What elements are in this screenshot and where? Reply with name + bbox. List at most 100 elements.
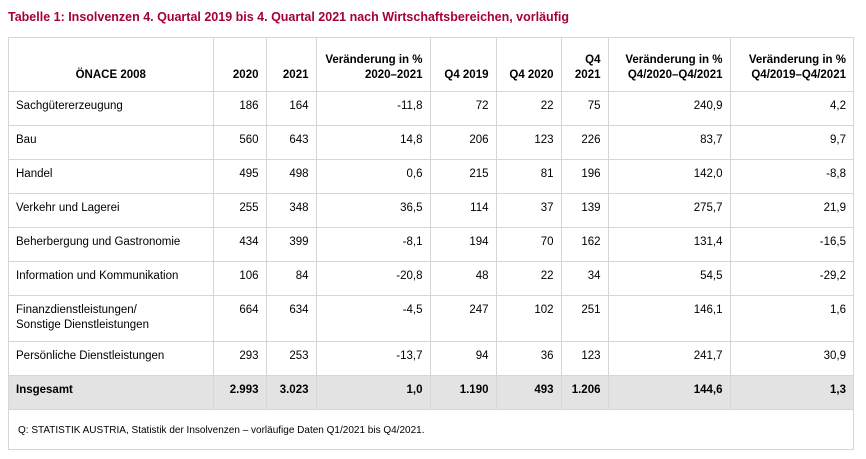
cell-change-q4-2020: 83,7 <box>608 125 731 160</box>
cell-q4-2020: 22 <box>496 91 562 126</box>
cell-change-q4-2020: 240,9 <box>608 91 731 126</box>
cell-2021: 164 <box>266 91 317 126</box>
col-header-change-year: Veränderung in % 2020–2021 <box>316 38 431 92</box>
cell-change-q4-2019: 1,3 <box>730 375 853 410</box>
cell-change-q4-2019: -29,2 <box>730 261 853 296</box>
cell-2020: 664 <box>213 295 267 342</box>
cell-sector: Verkehr und Lagerei <box>9 193 214 228</box>
col-header-q4-2020: Q4 2020 <box>496 38 562 92</box>
col-header-sector: ÖNACE 2008 <box>9 38 214 92</box>
cell-change-q4-2020: 142,0 <box>608 159 731 194</box>
cell-q4-2019: 1.190 <box>430 375 497 410</box>
cell-sector: Insgesamt <box>9 375 214 410</box>
header-row: ÖNACE 2008 2020 2021 Veränderung in % 202… <box>9 38 853 92</box>
cell-sector: Beherbergung und Gastronomie <box>9 227 214 262</box>
cell-q4-2019: 94 <box>430 341 497 376</box>
cell-change-q4-2019: 21,9 <box>730 193 853 228</box>
cell-q4-2019: 206 <box>430 125 497 160</box>
cell-change-q4-2020: 131,4 <box>608 227 731 262</box>
cell-q4-2020: 102 <box>496 295 562 342</box>
cell-2021: 253 <box>266 341 317 376</box>
table-row: Persönliche Dienstleistungen 293 253 -13… <box>9 341 853 376</box>
cell-2021: 643 <box>266 125 317 160</box>
cell-2021: 348 <box>266 193 317 228</box>
cell-2020: 560 <box>213 125 267 160</box>
cell-q4-2021: 34 <box>561 261 609 296</box>
col-header-change-q4-2019: Veränderung in % Q4/2019–Q4/2021 <box>730 38 853 92</box>
col-header-change-q4-2020: Veränderung in % Q4/2020–Q4/2021 <box>608 38 731 92</box>
insolvency-table: ÖNACE 2008 2020 2021 Veränderung in % 202… <box>9 38 853 410</box>
cell-2020: 255 <box>213 193 267 228</box>
cell-change-q4-2020: 54,5 <box>608 261 731 296</box>
cell-change-year: -11,8 <box>316 91 431 126</box>
cell-change-q4-2019: -8,8 <box>730 159 853 194</box>
col-header-q4-2019: Q4 2019 <box>430 38 497 92</box>
table-row: Information und Kommunikation 106 84 -20… <box>9 261 853 296</box>
table-row: Finanzdienstleistungen/Sonstige Dienstle… <box>9 295 853 342</box>
cell-sector: Handel <box>9 159 214 194</box>
cell-change-q4-2019: -16,5 <box>730 227 853 262</box>
cell-change-q4-2019: 30,9 <box>730 341 853 376</box>
cell-change-year: -8,1 <box>316 227 431 262</box>
table-row: Verkehr und Lagerei 255 348 36,5 114 37 … <box>9 193 853 228</box>
cell-change-year: -4,5 <box>316 295 431 342</box>
cell-change-q4-2019: 9,7 <box>730 125 853 160</box>
cell-q4-2019: 72 <box>430 91 497 126</box>
cell-change-q4-2019: 4,2 <box>730 91 853 126</box>
cell-q4-2021: 139 <box>561 193 609 228</box>
cell-change-q4-2020: 144,6 <box>608 375 731 410</box>
cell-2020: 434 <box>213 227 267 262</box>
cell-sector: Persönliche Dienstleistungen <box>9 341 214 376</box>
cell-q4-2020: 22 <box>496 261 562 296</box>
table-row: Beherbergung und Gastronomie 434 399 -8,… <box>9 227 853 262</box>
cell-2020: 186 <box>213 91 267 126</box>
cell-q4-2021: 226 <box>561 125 609 160</box>
cell-2021: 84 <box>266 261 317 296</box>
cell-2020: 106 <box>213 261 267 296</box>
cell-change-year: -13,7 <box>316 341 431 376</box>
cell-q4-2021: 1.206 <box>561 375 609 410</box>
cell-2020: 2.993 <box>213 375 267 410</box>
cell-q4-2021: 123 <box>561 341 609 376</box>
table-title: Tabelle 1: Insolvenzen 4. Quartal 2019 b… <box>8 10 569 24</box>
cell-q4-2019: 215 <box>430 159 497 194</box>
col-header-q4-2021: Q4 2021 <box>561 38 609 92</box>
cell-q4-2020: 81 <box>496 159 562 194</box>
table-row: Bau 560 643 14,8 206 123 226 83,7 9,7 <box>9 125 853 160</box>
cell-change-q4-2020: 241,7 <box>608 341 731 376</box>
cell-q4-2020: 36 <box>496 341 562 376</box>
cell-q4-2020: 70 <box>496 227 562 262</box>
total-row: Insgesamt 2.993 3.023 1,0 1.190 493 1.20… <box>9 375 853 410</box>
cell-2021: 3.023 <box>266 375 317 410</box>
cell-q4-2021: 251 <box>561 295 609 342</box>
cell-q4-2019: 247 <box>430 295 497 342</box>
col-header-2020: 2020 <box>213 38 267 92</box>
cell-change-year: 1,0 <box>316 375 431 410</box>
table-row: Sachgütererzeugung 186 164 -11,8 72 22 7… <box>9 91 853 126</box>
cell-2020: 293 <box>213 341 267 376</box>
cell-change-year: 36,5 <box>316 193 431 228</box>
cell-sector: Sachgütererzeugung <box>9 91 214 126</box>
cell-change-q4-2020: 146,1 <box>608 295 731 342</box>
cell-2020: 495 <box>213 159 267 194</box>
cell-change-q4-2019: 1,6 <box>730 295 853 342</box>
cell-change-year: -20,8 <box>316 261 431 296</box>
cell-q4-2020: 37 <box>496 193 562 228</box>
source-note: Q: STATISTIK AUSTRIA, Statistik der Inso… <box>18 425 425 436</box>
cell-q4-2021: 75 <box>561 91 609 126</box>
cell-2021: 399 <box>266 227 317 262</box>
col-header-2021: 2021 <box>266 38 317 92</box>
cell-2021: 498 <box>266 159 317 194</box>
cell-sector: Finanzdienstleistungen/Sonstige Dienstle… <box>9 295 214 342</box>
cell-q4-2020: 493 <box>496 375 562 410</box>
cell-sector: Information und Kommunikation <box>9 261 214 296</box>
cell-2021: 634 <box>266 295 317 342</box>
cell-q4-2021: 162 <box>561 227 609 262</box>
cell-q4-2019: 48 <box>430 261 497 296</box>
cell-q4-2019: 114 <box>430 193 497 228</box>
table-row: Handel 495 498 0,6 215 81 196 142,0 -8,8 <box>9 159 853 194</box>
cell-sector: Bau <box>9 125 214 160</box>
cell-change-year: 0,6 <box>316 159 431 194</box>
cell-q4-2021: 196 <box>561 159 609 194</box>
cell-q4-2020: 123 <box>496 125 562 160</box>
